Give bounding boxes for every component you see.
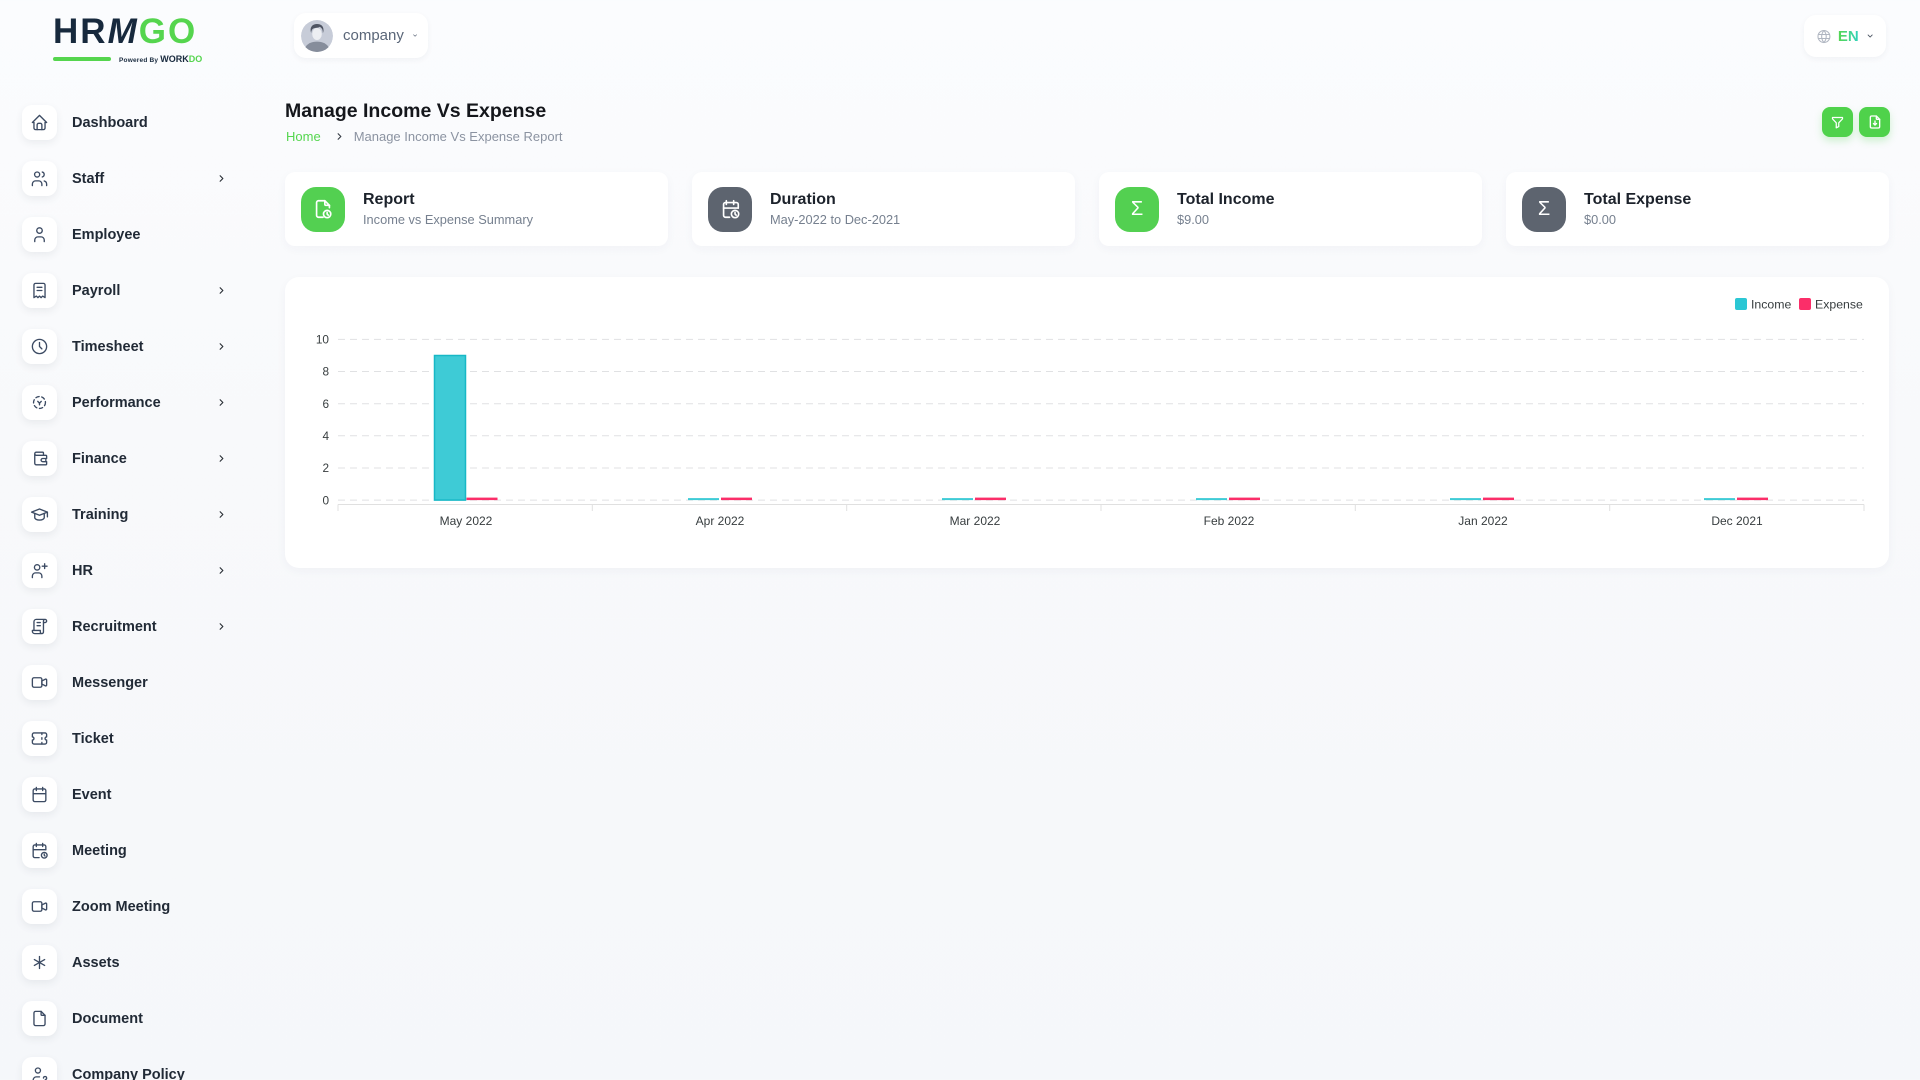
svg-text:Jan 2022: Jan 2022 <box>1458 514 1508 528</box>
svg-text:4: 4 <box>322 429 329 443</box>
svg-text:10: 10 <box>316 333 330 347</box>
svg-text:2: 2 <box>322 461 329 475</box>
svg-text:Feb 2022: Feb 2022 <box>1204 514 1255 528</box>
svg-text:0: 0 <box>322 493 329 507</box>
svg-text:Apr 2022: Apr 2022 <box>696 514 745 528</box>
svg-text:Dec 2021: Dec 2021 <box>1711 514 1763 528</box>
svg-text:May 2022: May 2022 <box>440 514 493 528</box>
svg-text:Expense: Expense <box>1815 298 1863 312</box>
svg-text:6: 6 <box>322 397 329 411</box>
svg-text:8: 8 <box>322 365 329 379</box>
svg-text:Mar 2022: Mar 2022 <box>950 514 1001 528</box>
svg-text:Income: Income <box>1751 298 1791 312</box>
